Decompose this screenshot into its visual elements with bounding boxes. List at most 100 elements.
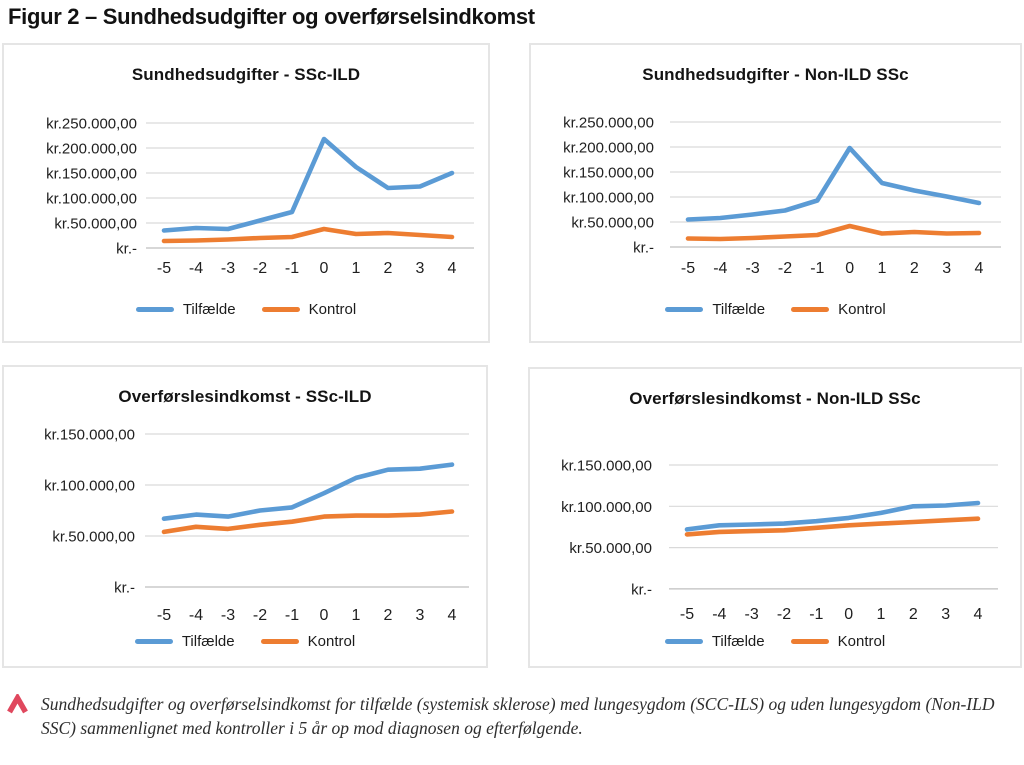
page-title: Figur 2 – Sundhedsudgifter og overførsel… [8, 4, 535, 29]
x-tick-label: 2 [909, 606, 918, 623]
series-line-kontrol [161, 226, 455, 244]
chart-panel-sundhedsudgifter-non-ild-ssc: Sundhedsudgifter - Non-ILD SSc kr.250.00… [529, 43, 1022, 343]
line-chart: kr.250.000,00 kr.200.000,00 kr.150.000,00 k… [563, 115, 1001, 277]
chart-title: Overførslesindkomst - SSc-ILD [118, 387, 372, 406]
x-tick-label: 2 [910, 260, 919, 277]
x-tick-label: -5 [157, 260, 171, 277]
x-tick-label: -3 [745, 606, 759, 623]
chart-panel-overfoerslesindkomst-ssc-ild: Overførslesindkomst - SSc-ILD kr.150.000… [2, 365, 488, 668]
x-tick-label: 2 [384, 260, 393, 277]
series-line-tilflde [161, 136, 455, 233]
legend-swatch-kontrol [261, 307, 300, 312]
legend-swatch-kontrol [260, 639, 299, 644]
y-tick-label: kr.100.000,00 [44, 478, 135, 495]
x-tick-label: 0 [845, 260, 854, 277]
chart-legend: Tilfælde Kontrol [530, 633, 1020, 650]
y-tick-label: kr.200.000,00 [46, 141, 137, 158]
y-tick-label: kr.100.000,00 [46, 191, 137, 208]
x-tick-label: -1 [285, 607, 299, 624]
y-tick-label: kr.150.000,00 [46, 166, 137, 183]
x-tick-label: 0 [320, 260, 329, 277]
y-tick-label: kr.- [114, 580, 135, 597]
x-tick-label: 1 [352, 607, 361, 624]
chart-title: Sundhedsudgifter - Non-ILD SSc [642, 65, 909, 84]
series-line-tilflde [161, 462, 455, 521]
x-tick-label: -2 [777, 606, 791, 623]
chart-legend: Tilfælde Kontrol [531, 301, 1020, 318]
x-tick-label: -1 [809, 606, 823, 623]
x-tick-label: 3 [942, 260, 951, 277]
y-tick-label: kr.- [116, 241, 137, 258]
x-tick-label: 1 [877, 606, 886, 623]
x-tick-label: -4 [189, 607, 203, 624]
y-tick-label: kr.200.000,00 [563, 140, 654, 157]
series-line-kontrol [685, 223, 982, 242]
legend-item: Kontrol [260, 633, 356, 650]
y-tick-label: kr.250.000,00 [563, 115, 654, 132]
legend-label: Tilfælde [181, 633, 235, 650]
x-tick-label: -4 [712, 606, 726, 623]
x-tick-label: -1 [810, 260, 824, 277]
y-tick-label: kr.150.000,00 [44, 427, 135, 444]
legend-label: Tilfælde [712, 301, 766, 318]
x-tick-label: -5 [157, 607, 171, 624]
legend-swatch-tilflde [135, 307, 174, 312]
legend-swatch-tilflde [665, 307, 704, 312]
legend-label: Kontrol [307, 633, 356, 650]
x-tick-label: -2 [253, 607, 267, 624]
chevron-up-icon [7, 694, 28, 714]
x-tick-label: 4 [974, 606, 983, 623]
x-tick-label: -2 [253, 260, 267, 277]
chart-legend: Tilfælde Kontrol [4, 301, 488, 318]
chart-panel-overfoerslesindkomst-non-ild-ssc: Overførslesindkomst - Non-ILD SSc kr.150… [528, 367, 1022, 668]
chart-title: Overførslesindkomst - Non-ILD SSc [629, 389, 921, 408]
x-tick-label: 1 [878, 260, 887, 277]
line-chart: kr.250.000,00 kr.200.000,00 kr.150.000,00 k… [46, 116, 474, 277]
legend-label: Kontrol [308, 301, 357, 318]
legend-item: Tilfælde [664, 633, 765, 650]
x-tick-label: 3 [941, 606, 950, 623]
x-tick-label: 4 [975, 260, 984, 277]
legend-item: Tilfælde [665, 301, 765, 318]
y-tick-label: kr.- [631, 581, 652, 598]
x-tick-label: 3 [416, 260, 425, 277]
legend-item: Tilfælde [135, 301, 236, 318]
chart-title: Sundhedsudgifter - SSc-ILD [131, 65, 361, 84]
x-tick-label: -4 [713, 260, 727, 277]
x-tick-label: 3 [416, 607, 425, 624]
legend-swatch-tilflde [134, 639, 173, 644]
legend-label: Tilfælde [711, 633, 765, 650]
x-tick-label: -3 [746, 260, 760, 277]
line-chart: kr.150.000,00 kr.100.000,00 kr.50.000,00 kr… [561, 458, 998, 623]
x-tick-label: 0 [320, 607, 329, 624]
x-tick-label: 0 [844, 606, 853, 623]
x-tick-label: -2 [778, 260, 792, 277]
y-tick-label: kr.100.000,00 [561, 499, 652, 516]
x-tick-label: -5 [681, 260, 695, 277]
legend-swatch-kontrol [791, 307, 830, 312]
x-tick-label: 4 [448, 260, 457, 277]
legend-swatch-tilflde [664, 639, 703, 644]
x-tick-label: -3 [221, 260, 235, 277]
series-line-tilflde [685, 145, 982, 222]
y-tick-label: kr.250.000,00 [46, 116, 137, 133]
series-line-kontrol [161, 509, 455, 535]
y-tick-label: kr.50.000,00 [569, 540, 652, 557]
y-tick-label: kr.100.000,00 [563, 190, 654, 207]
series-line-kontrol [684, 516, 981, 537]
x-tick-label: -3 [221, 607, 235, 624]
x-tick-label: -5 [680, 606, 694, 623]
caption-text: Sundhedsudgifter og overførselsindkomst … [41, 694, 995, 738]
legend-item: Kontrol [791, 301, 886, 318]
y-tick-label: kr.50.000,00 [571, 215, 654, 232]
x-tick-label: -4 [189, 260, 203, 277]
y-tick-label: kr.50.000,00 [52, 529, 135, 546]
x-tick-label: 2 [384, 607, 393, 624]
legend-item: Tilfælde [134, 633, 235, 650]
legend-swatch-kontrol [790, 639, 829, 644]
figure-caption: Sundhedsudgifter og overførselsindkomst … [6, 692, 1018, 740]
y-tick-label: kr.150.000,00 [563, 165, 654, 182]
chart-panel-sundhedsudgifter-ssc-ild: Sundhedsudgifter - SSc-ILD kr.250.000,00… [2, 43, 490, 343]
legend-label: Tilfælde [182, 301, 236, 318]
legend-item: Kontrol [261, 301, 357, 318]
